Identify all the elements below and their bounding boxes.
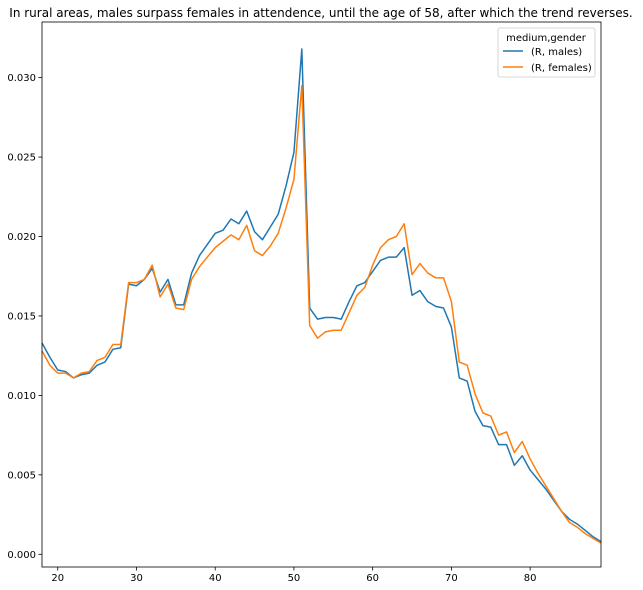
x-tick-label: 70: [445, 573, 458, 584]
legend-label-males: (R, males): [531, 47, 582, 58]
y-axis: 0.000 0.005 0.010 0.015 0.020 0.025 0.030: [7, 73, 42, 561]
x-axis: 20 30 40 50 60 70 80: [51, 567, 537, 584]
y-tick-label: 0.025: [7, 153, 36, 164]
series-line-males: [41, 48, 602, 543]
plot-lines: [41, 48, 602, 544]
plot-frame: [41, 21, 602, 568]
x-tick-label: 60: [366, 573, 379, 584]
x-tick-label: 40: [209, 573, 222, 584]
y-tick-label: 0.030: [7, 73, 36, 84]
y-tick-label: 0.000: [7, 550, 36, 561]
y-tick-label: 0.015: [7, 311, 36, 322]
legend-title: medium,gender: [506, 33, 587, 44]
legend-label-females: (R, females): [531, 63, 592, 74]
legend: medium,gender (R, males) (R, females): [497, 27, 596, 78]
series-line-females: [41, 84, 602, 544]
y-tick-label: 0.020: [7, 232, 36, 243]
legend-box: [497, 27, 596, 78]
x-tick-label: 20: [51, 573, 64, 584]
x-tick-label: 50: [288, 573, 301, 584]
y-tick-label: 0.005: [7, 470, 36, 481]
x-tick-label: 30: [130, 573, 143, 584]
y-tick-label: 0.010: [7, 391, 36, 402]
x-tick-label: 80: [524, 573, 537, 584]
chart-title: In rural areas, males surpass females in…: [9, 6, 632, 20]
